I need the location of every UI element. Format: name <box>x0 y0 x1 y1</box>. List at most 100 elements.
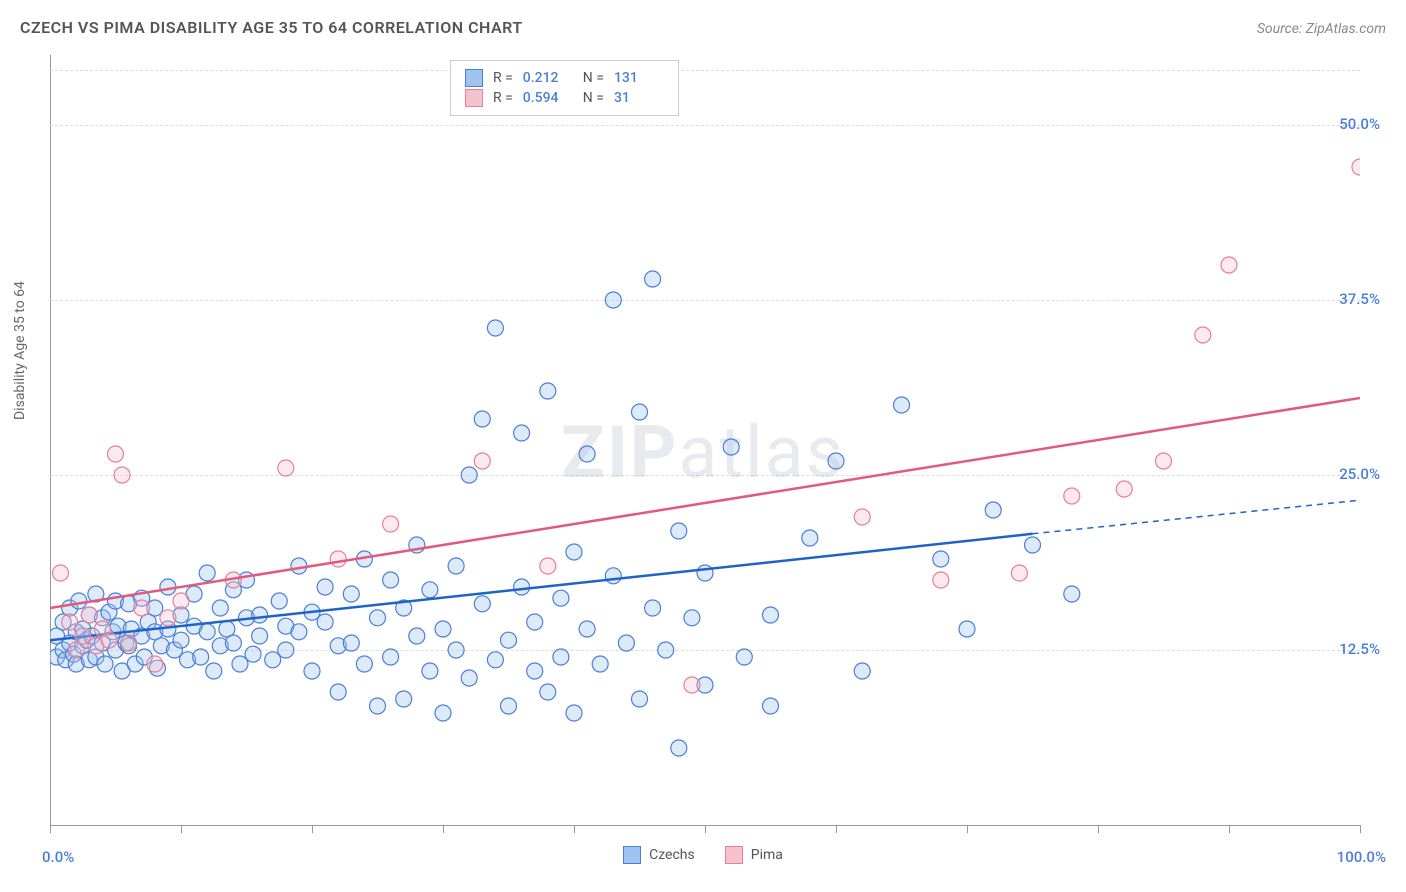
legend-swatch-pima <box>725 846 743 864</box>
data-point <box>383 572 399 588</box>
data-point <box>618 635 634 651</box>
data-point <box>540 558 556 574</box>
chart-header: CZECH VS PIMA DISABILITY AGE 35 TO 64 CO… <box>20 18 1386 37</box>
stats-swatch-pima <box>465 89 483 107</box>
legend-label-pima: Pima <box>751 847 783 863</box>
data-point <box>487 320 503 336</box>
data-point <box>1195 327 1211 343</box>
data-point <box>278 460 294 476</box>
data-point <box>959 621 975 637</box>
data-point <box>317 579 333 595</box>
legend-item-czechs: Czechs <box>623 846 695 864</box>
data-point <box>1064 586 1080 602</box>
data-point <box>514 425 530 441</box>
data-point <box>81 607 97 623</box>
data-point <box>383 649 399 665</box>
data-point <box>121 635 137 651</box>
data-point <box>697 565 713 581</box>
data-point <box>985 502 1001 518</box>
x-tick <box>836 825 837 833</box>
data-point <box>763 607 779 623</box>
data-point <box>501 698 517 714</box>
data-point <box>212 600 228 616</box>
data-point <box>671 740 687 756</box>
data-point <box>101 632 117 648</box>
data-point <box>514 579 530 595</box>
data-point <box>108 446 124 462</box>
data-point <box>671 523 687 539</box>
data-point <box>540 383 556 399</box>
data-point <box>645 600 661 616</box>
data-point <box>114 467 130 483</box>
data-point <box>1116 481 1132 497</box>
data-point <box>330 684 346 700</box>
data-point <box>933 551 949 567</box>
data-point <box>553 649 569 665</box>
data-point <box>1156 453 1172 469</box>
legend-item-pima: Pima <box>725 846 783 864</box>
data-point <box>62 614 78 630</box>
data-point <box>684 677 700 693</box>
data-point <box>225 635 241 651</box>
data-point <box>658 642 674 658</box>
data-point <box>632 404 648 420</box>
data-point <box>487 652 503 668</box>
data-point <box>828 453 844 469</box>
data-point <box>579 446 595 462</box>
data-point <box>1064 488 1080 504</box>
data-point <box>291 624 307 640</box>
data-point <box>933 572 949 588</box>
data-point <box>245 646 261 662</box>
data-point <box>422 663 438 679</box>
data-point <box>330 551 346 567</box>
data-point <box>370 610 386 626</box>
data-point <box>193 649 209 665</box>
data-point <box>645 271 661 287</box>
data-point <box>566 705 582 721</box>
data-point <box>252 628 268 644</box>
bottom-legend: Czechs Pima <box>0 846 1406 864</box>
data-point <box>448 558 464 574</box>
data-point <box>854 663 870 679</box>
data-point <box>854 509 870 525</box>
data-point <box>304 663 320 679</box>
stats-legend-box: R = 0.212 N = 131 R = 0.594 N = 31 <box>450 60 679 116</box>
stats-row-pima: R = 0.594 N = 31 <box>465 89 664 107</box>
data-point <box>271 593 287 609</box>
data-point <box>396 691 412 707</box>
x-tick <box>967 825 968 833</box>
data-point <box>540 684 556 700</box>
data-point <box>605 292 621 308</box>
data-point <box>802 530 818 546</box>
chart-title: CZECH VS PIMA DISABILITY AGE 35 TO 64 CO… <box>20 18 523 37</box>
legend-swatch-czechs <box>623 846 641 864</box>
data-point <box>474 596 490 612</box>
data-point <box>1352 159 1360 175</box>
scatter-plot <box>50 55 1360 825</box>
data-point <box>97 656 113 672</box>
x-tick <box>705 825 706 833</box>
x-tick <box>1229 825 1230 833</box>
data-point <box>1221 257 1237 273</box>
data-point <box>422 582 438 598</box>
x-tick <box>574 825 575 833</box>
data-point <box>134 600 150 616</box>
data-point <box>173 632 189 648</box>
data-point <box>566 544 582 560</box>
data-point <box>1011 565 1027 581</box>
data-point <box>579 621 595 637</box>
data-point <box>723 439 739 455</box>
data-point <box>448 642 464 658</box>
x-tick <box>1098 825 1099 833</box>
x-max-label: 100.0% <box>1337 848 1386 866</box>
x-tick <box>1360 825 1361 833</box>
data-point <box>343 586 359 602</box>
data-point <box>199 624 215 640</box>
data-point <box>435 705 451 721</box>
stats-swatch-czechs <box>465 69 483 87</box>
source-attribution: Source: ZipAtlas.com <box>1257 21 1386 37</box>
data-point <box>252 607 268 623</box>
data-point <box>206 663 222 679</box>
data-point <box>501 632 517 648</box>
data-point <box>461 670 477 686</box>
